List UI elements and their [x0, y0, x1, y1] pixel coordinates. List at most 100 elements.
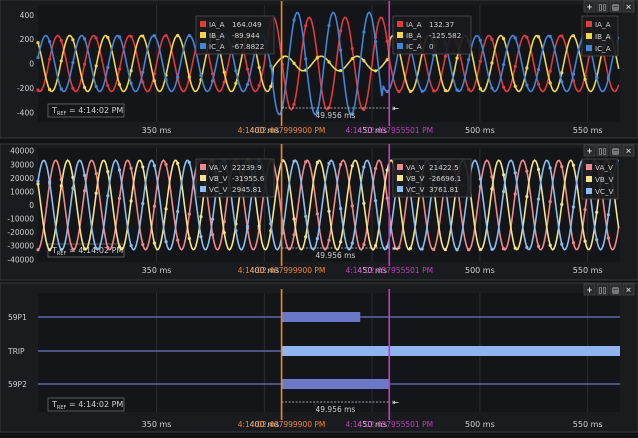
- time-tick-label: 350 ms: [142, 420, 172, 429]
- plus-icon-button[interactable]: [583, 283, 596, 296]
- IB_A-point: [525, 66, 529, 70]
- time-tick-label: 450 ms: [357, 126, 387, 135]
- time-tick-label: 450 ms: [357, 420, 387, 429]
- IB_A-point: [408, 89, 413, 94]
- digital-channel-label: TRIP: [7, 347, 25, 356]
- VB_V-point: [362, 201, 366, 205]
- VC_V-point: [502, 189, 506, 194]
- close-icon-button[interactable]: [622, 0, 635, 13]
- rows-icon-button[interactable]: [609, 283, 622, 296]
- VB_V-point: [222, 231, 226, 235]
- IC_A-point: [94, 84, 98, 89]
- tref-value: = 4:14:02 PM: [66, 106, 123, 115]
- cursor2-box: [392, 158, 472, 198]
- rows-icon-button[interactable]: [609, 144, 622, 157]
- IB_A-point: [583, 77, 587, 81]
- panel-border: [0, 0, 638, 139]
- swatch: [200, 32, 206, 38]
- plus-icon-button[interactable]: [583, 144, 596, 157]
- VA_V-point: [536, 244, 541, 248]
- VB_V-point: [199, 215, 203, 219]
- IA_A-point: [129, 34, 133, 39]
- IC_A-point: [455, 88, 459, 92]
- VB_V-point: [595, 210, 599, 214]
- tref-sub: REF: [57, 111, 67, 117]
- IA_A-point: [117, 67, 122, 71]
- VA_V-point: [513, 192, 517, 196]
- IB_A-point: [106, 35, 110, 40]
- VA_V-point: [432, 247, 436, 251]
- IB_A-point: [187, 75, 191, 79]
- VB_V-point: [141, 165, 145, 169]
- VC_V-point: [176, 209, 180, 214]
- delta-label: 49.956 ms: [315, 251, 355, 260]
- IB_A-point: [536, 35, 541, 39]
- close-icon-button[interactable]: [622, 144, 635, 157]
- box-channel: VC_V: [209, 185, 228, 194]
- columns-icon-button[interactable]: [596, 0, 609, 13]
- VC_V-point: [36, 179, 40, 183]
- box-value: 22239.9: [232, 163, 262, 172]
- box-value: -67.8822: [232, 42, 264, 51]
- box-value: 3761.81: [429, 185, 459, 194]
- IC_A-point: [199, 73, 203, 77]
- y-tick-label: -200: [17, 84, 34, 93]
- IB_A-point: [490, 61, 494, 65]
- cursor-1-time: 4:14:02.407999900 PM: [238, 126, 326, 135]
- columns-icon: ▯▯: [598, 147, 606, 156]
- swatch: [200, 164, 206, 170]
- VA_V-point: [82, 189, 87, 193]
- tref-prefix: T: [51, 246, 57, 255]
- IC_A-series: [37, 11, 620, 116]
- IB_A-point: [152, 79, 156, 83]
- VA_V-point: [292, 233, 296, 237]
- VC_V-point: [269, 222, 273, 226]
- box-value: 164.049: [232, 20, 262, 29]
- VB_V-point: [513, 246, 517, 250]
- IA_A-point: [548, 69, 552, 73]
- tref-label: TREF = 4:14:02 PM: [51, 246, 123, 257]
- plus-icon-button[interactable]: [583, 0, 596, 13]
- delta-arrow-icon: ⇤: [392, 398, 399, 407]
- y-tick-label: -40000: [7, 255, 34, 264]
- VC_V-point: [548, 166, 552, 170]
- IB_A-point: [176, 33, 180, 38]
- IB_A-point: [443, 88, 447, 93]
- IC_A-point: [513, 36, 517, 40]
- y-tick-label: -20000: [7, 228, 34, 237]
- box-channel: IB_A: [406, 31, 422, 40]
- IC_A-point: [339, 48, 343, 52]
- VC_V-point: [490, 247, 494, 251]
- time-tick-label: 550 ms: [573, 420, 603, 429]
- columns-icon-button[interactable]: [596, 283, 609, 296]
- tref-value: = 4:14:02 PM: [66, 400, 123, 409]
- close-icon-button[interactable]: [622, 283, 635, 296]
- cursor2-box: [392, 15, 472, 55]
- columns-icon-button[interactable]: [596, 144, 609, 157]
- IC_A-point: [82, 37, 87, 41]
- IB_A-point: [82, 85, 87, 90]
- cursor1-box: [195, 15, 275, 55]
- IC_A-point: [141, 70, 145, 74]
- VA_V-point: [187, 212, 191, 216]
- VB_V-point: [187, 236, 191, 241]
- IC_A-point: [525, 83, 529, 87]
- VC_V-point: [455, 248, 459, 252]
- IA_A-point: [490, 37, 494, 42]
- rows-icon: ▤: [612, 286, 619, 295]
- VC_V-point: [513, 171, 517, 175]
- VA_V-point: [560, 164, 564, 169]
- rows-icon-button[interactable]: [609, 0, 622, 13]
- IC_A-point: [606, 77, 610, 81]
- tref-box: [47, 397, 125, 412]
- IB_A-point: [560, 71, 564, 75]
- box-channel: IA_A: [406, 20, 422, 29]
- box-value: 132.37: [429, 20, 454, 29]
- IC_A-point: [164, 77, 168, 82]
- IC_A-point: [420, 89, 424, 93]
- IC_A-point: [478, 38, 482, 42]
- IA_A-point: [141, 80, 145, 84]
- tref-sub: REF: [57, 405, 67, 411]
- VC_V-point: [525, 245, 529, 249]
